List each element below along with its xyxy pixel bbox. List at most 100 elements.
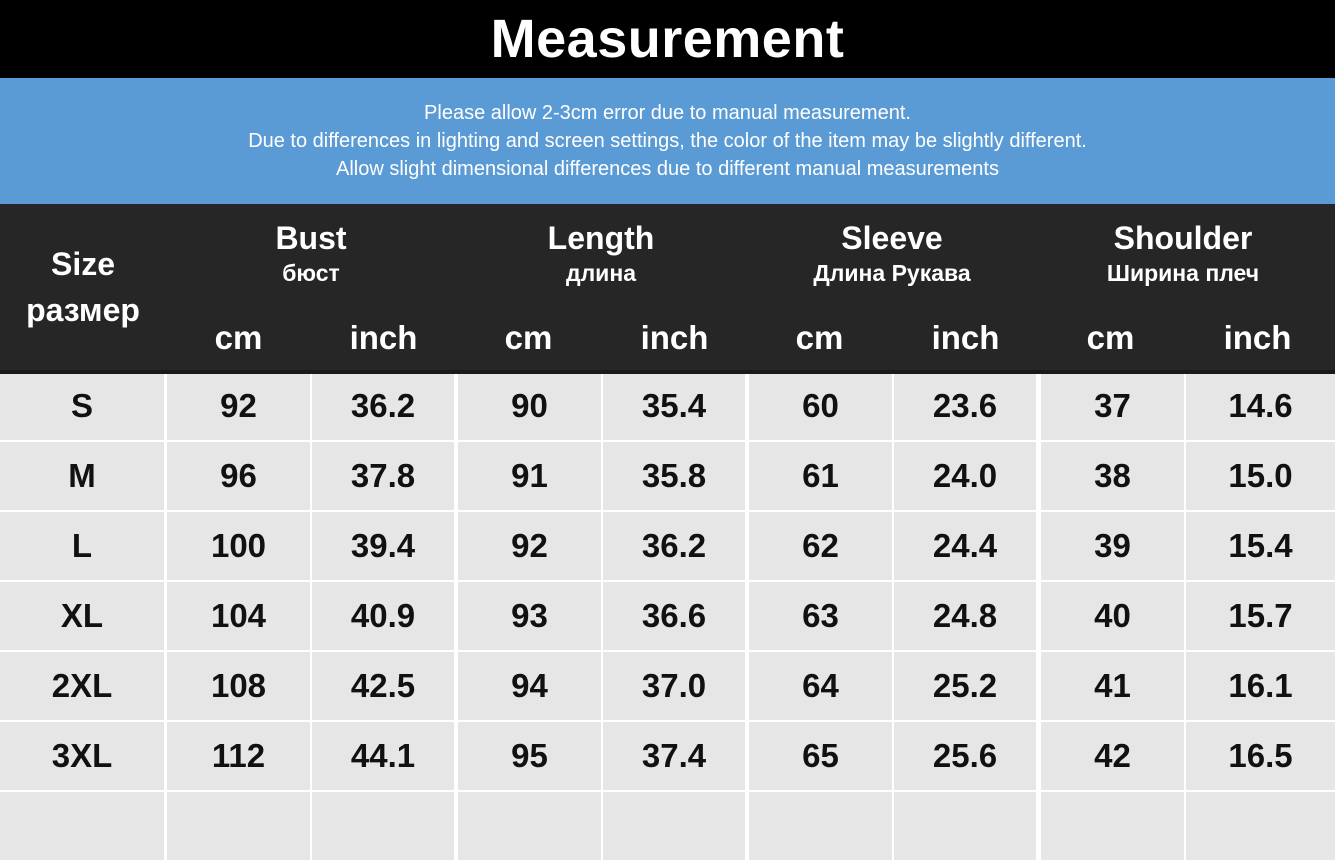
inch-value-cell: 16.1 [1186,652,1335,720]
inch-value-cell: 36.2 [312,372,454,440]
size-cell: 2XL [0,652,164,720]
cm-value-cell: 93 [458,582,601,650]
sleeve-label: Sleeve [841,220,943,256]
unit-inch-label: inch [349,319,418,356]
notice-banner: Please allow 2-3cm error due to manual m… [0,78,1335,204]
cm-value-cell: 90 [458,372,601,440]
empty-cell [458,792,601,860]
size-cell: 3XL [0,722,164,790]
shoulder-label-ru: Ширина плеч [1106,260,1260,286]
empty-cell [167,792,310,860]
size-cell: XL [0,582,164,650]
cm-value-cell: 94 [458,652,601,720]
inch-value-cell: 36.2 [603,512,745,580]
size-label-ru: размер [26,292,140,328]
inch-value-cell: 15.7 [1186,582,1335,650]
cm-value-cell: 92 [458,512,601,580]
empty-cell [0,792,164,860]
table-row: S 92 36.2 90 35.4 60 23.6 37 14.6 [0,372,1335,442]
unit-inch-label: inch [640,319,709,356]
size-column-header: Size размер [0,204,166,370]
cm-value-cell: 61 [749,442,892,510]
cm-value-cell: 96 [167,442,310,510]
inch-value-cell: 39.4 [312,512,454,580]
cm-value-cell: 60 [749,372,892,440]
inch-value-cell: 15.0 [1186,442,1335,510]
sleeve-header: Sleeve Длина Рукава [747,218,1037,288]
notice-line: Due to differences in lighting and scree… [248,130,1087,152]
empty-cell [312,792,454,860]
length-label: Length [547,220,655,256]
cm-value-cell: 92 [167,372,310,440]
size-label: Size [50,246,116,282]
cm-value-cell: 91 [458,442,601,510]
length-label-ru: длина [565,260,637,286]
cm-value-cell: 41 [1041,652,1184,720]
empty-cell [894,792,1036,860]
inch-value-cell: 36.6 [603,582,745,650]
unit-cm-label: cm [795,319,844,356]
notice-line: Allow slight dimensional differences due… [336,158,999,180]
inch-value-cell: 16.5 [1186,722,1335,790]
cm-value-cell: 63 [749,582,892,650]
shoulder-label: Shoulder [1113,220,1253,256]
table-header: Size размер Bust бюст Length длина Sleev… [0,204,1335,370]
length-header: Length длина [456,218,746,288]
header-divider [0,370,1335,374]
cm-value-cell: 37 [1041,372,1184,440]
table-row-partial [0,792,1335,862]
bust-label: Bust [275,220,347,256]
table-row: 2XL 108 42.5 94 37.0 64 25.2 41 16.1 [0,652,1335,722]
unit-cm-label: cm [214,319,263,356]
table-row: 3XL 112 44.1 95 37.4 65 25.6 42 16.5 [0,722,1335,792]
table-row: L 100 39.4 92 36.2 62 24.4 39 15.4 [0,512,1335,582]
inch-value-cell: 25.6 [894,722,1036,790]
cm-value-cell: 100 [167,512,310,580]
unit-cm-label: cm [504,319,553,356]
unit-inch-label: inch [931,319,1000,356]
inch-value-cell: 35.4 [603,372,745,440]
table-row: XL 104 40.9 93 36.6 63 24.8 40 15.7 [0,582,1335,652]
empty-cell [1041,792,1184,860]
inch-value-cell: 14.6 [1186,372,1335,440]
cm-value-cell: 64 [749,652,892,720]
inch-value-cell: 24.4 [894,512,1036,580]
bust-label-ru: бюст [282,260,340,286]
empty-cell [1186,792,1335,860]
notice-line: Please allow 2-3cm error due to manual m… [424,102,911,124]
cm-value-cell: 62 [749,512,892,580]
cm-value-cell: 42 [1041,722,1184,790]
shoulder-header: Shoulder Ширина плеч [1038,218,1328,288]
size-cell: M [0,442,164,510]
cm-value-cell: 65 [749,722,892,790]
table-row: M 96 37.8 91 35.8 61 24.0 38 15.0 [0,442,1335,512]
inch-value-cell: 37.4 [603,722,745,790]
unit-cm-label: cm [1086,319,1135,356]
cm-value-cell: 108 [167,652,310,720]
size-cell: L [0,512,164,580]
empty-cell [603,792,745,860]
inch-value-cell: 24.0 [894,442,1036,510]
measurement-table-body: S 92 36.2 90 35.4 60 23.6 37 14.6 M 96 37.8 91 35.8 61… [0,370,1335,860]
inch-value-cell: 25.2 [894,652,1036,720]
inch-value-cell: 24.8 [894,582,1036,650]
inch-value-cell: 37.0 [603,652,745,720]
sleeve-label-ru: Длина Рукава [813,260,971,286]
bust-header: Bust бюст [166,218,456,288]
cm-value-cell: 40 [1041,582,1184,650]
unit-inch-label: inch [1223,319,1292,356]
inch-value-cell: 37.8 [312,442,454,510]
cm-value-cell: 95 [458,722,601,790]
inch-value-cell: 35.8 [603,442,745,510]
empty-cell [749,792,892,860]
cm-value-cell: 38 [1041,442,1184,510]
size-cell: S [0,372,164,440]
inch-value-cell: 44.1 [312,722,454,790]
inch-value-cell: 40.9 [312,582,454,650]
inch-value-cell: 15.4 [1186,512,1335,580]
cm-value-cell: 104 [167,582,310,650]
cm-value-cell: 112 [167,722,310,790]
inch-value-cell: 23.6 [894,372,1036,440]
page-title: Measurement [0,0,1335,78]
